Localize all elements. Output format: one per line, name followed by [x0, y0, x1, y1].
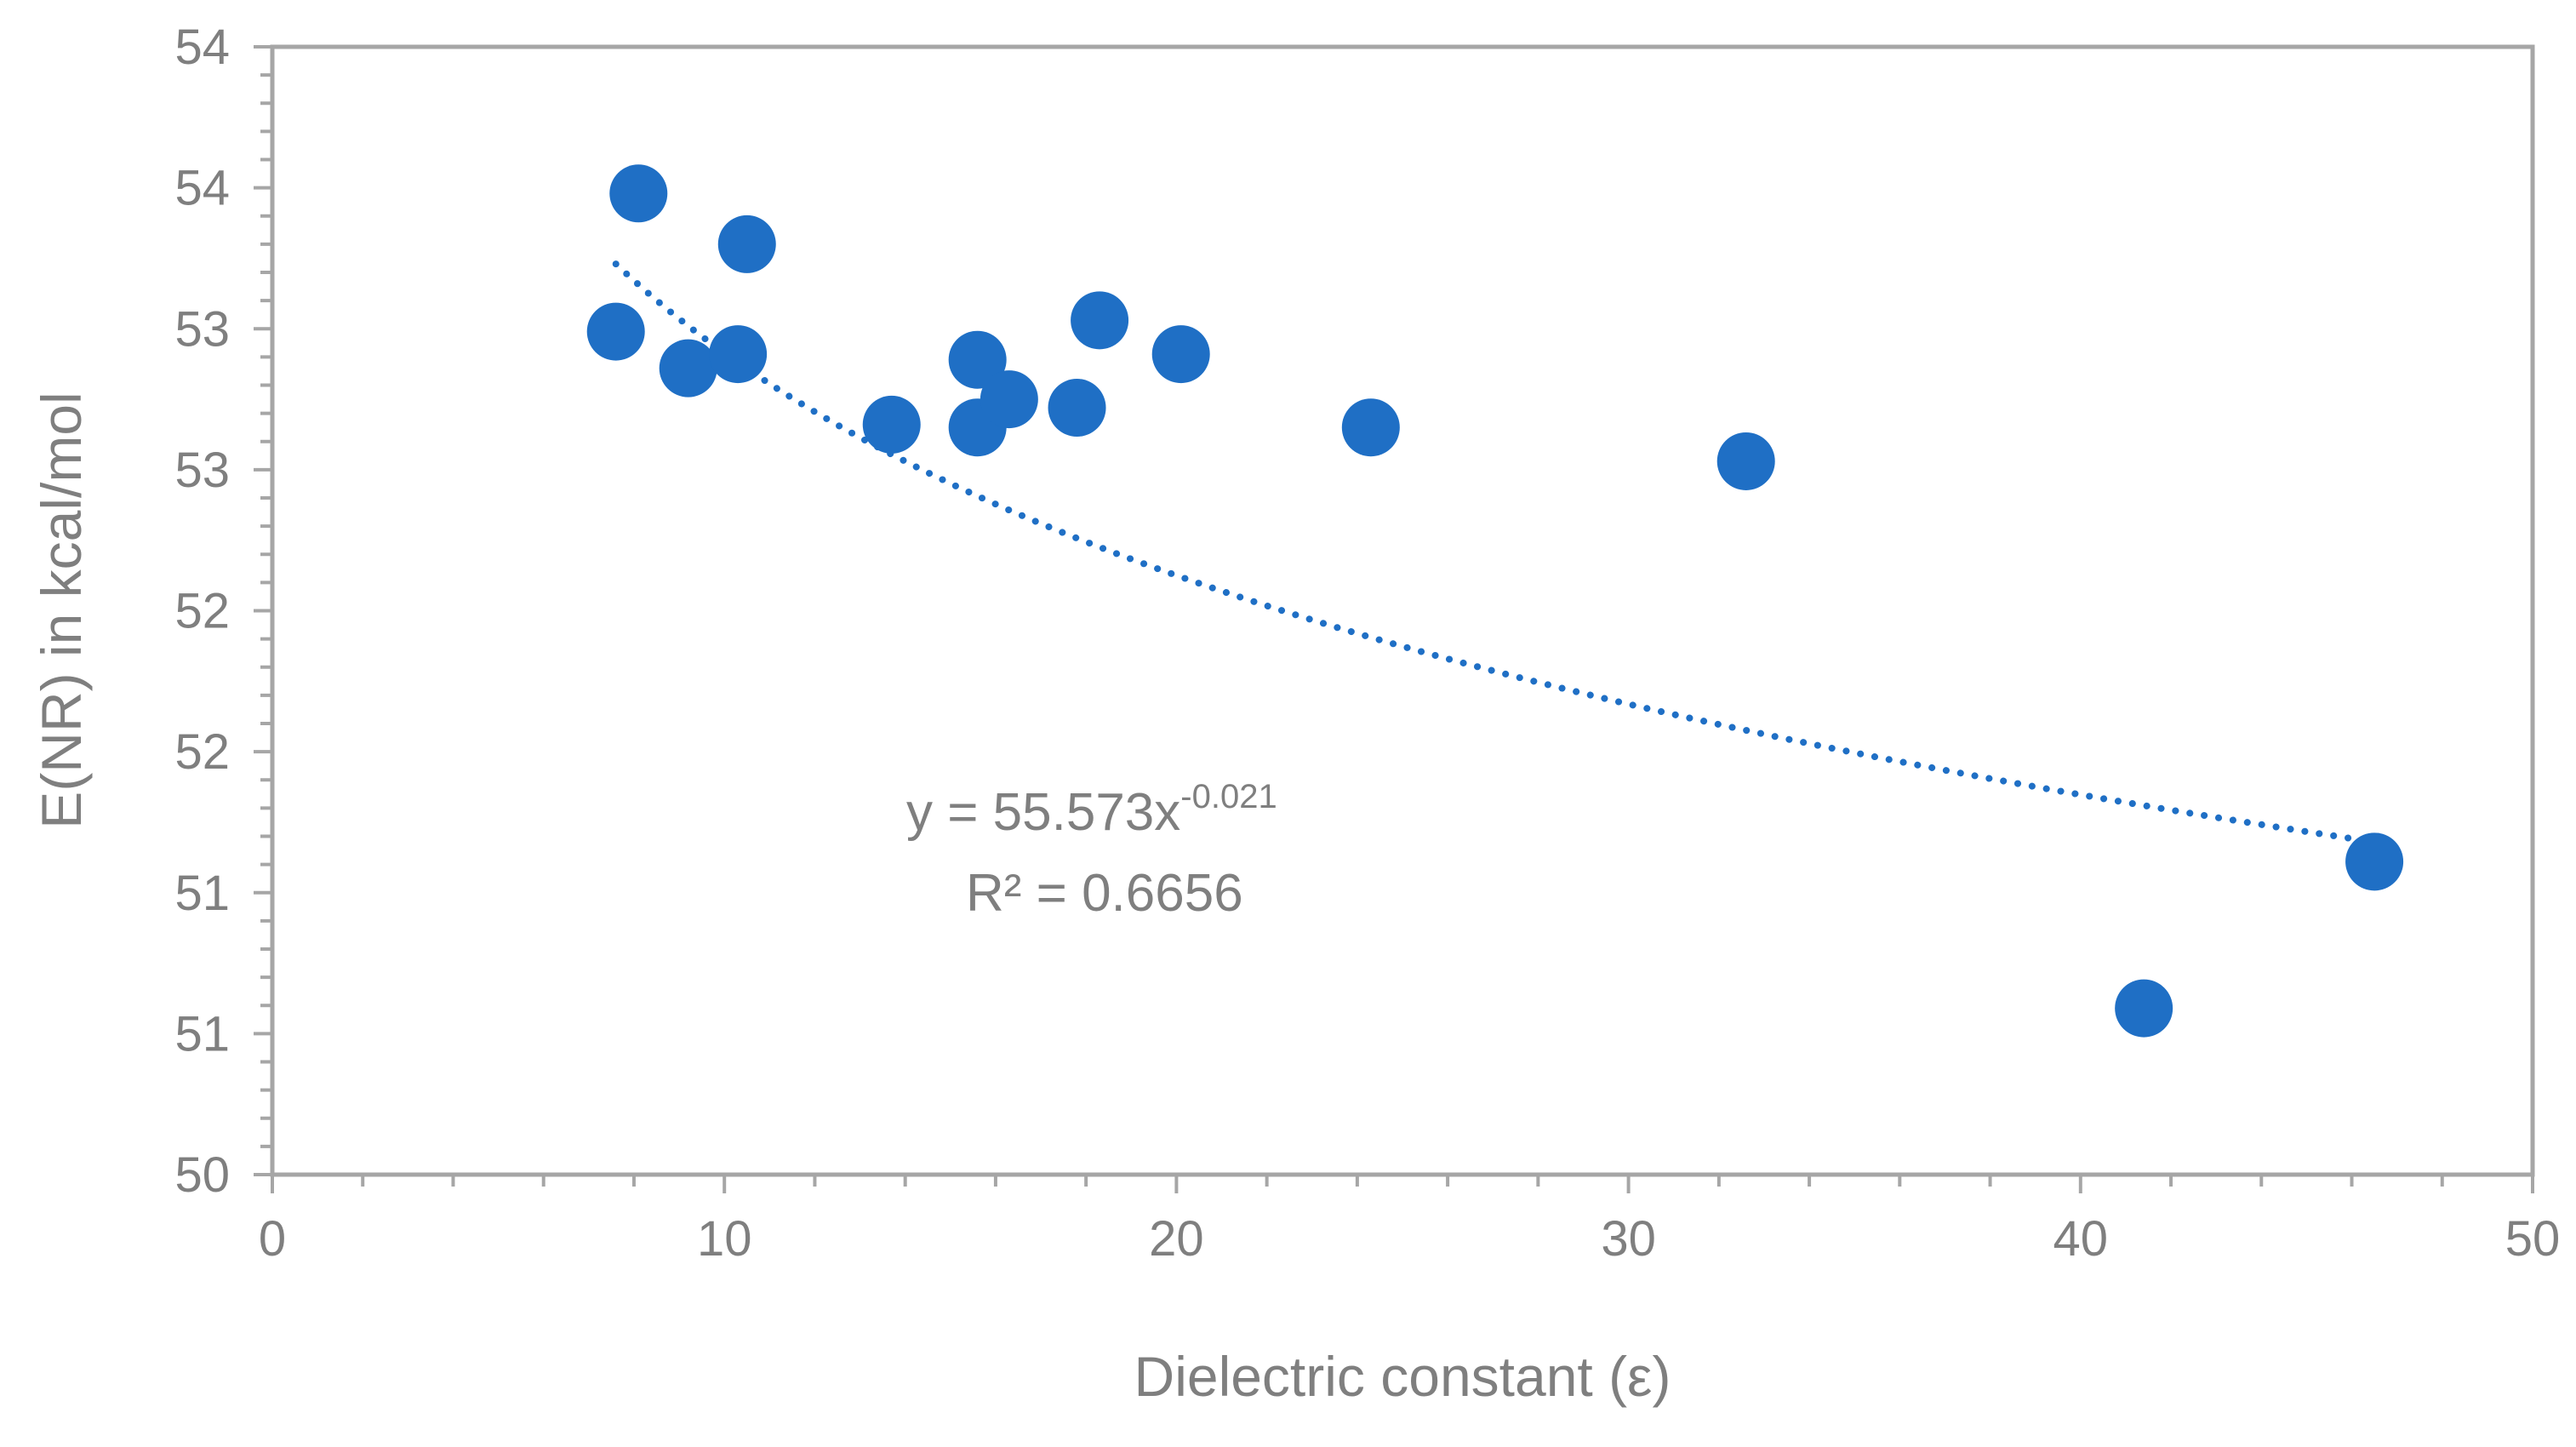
data-point: [948, 330, 1007, 389]
x-tick-label: 30: [1601, 1211, 1656, 1267]
data-point: [2345, 832, 2404, 891]
data-point: [609, 164, 668, 223]
plot-area: [270, 44, 2535, 1177]
y-tick-label: 53: [174, 443, 230, 498]
x-tick-label: 20: [1149, 1211, 1204, 1267]
x-tick-label: 50: [2505, 1211, 2561, 1267]
y-tick-label: 51: [174, 1006, 230, 1061]
x-axis-title: Dielectric constant (ε): [1134, 1345, 1671, 1408]
equation-exponent: -0.021: [1180, 778, 1277, 815]
trendline-equation: y = 55.573x-0.021: [906, 778, 1277, 842]
data-point: [1048, 379, 1106, 437]
x-tick-label: 40: [2053, 1211, 2109, 1267]
r-squared-label: R² = 0.6656: [966, 864, 1243, 923]
data-point: [1071, 291, 1129, 350]
y-tick-label: 51: [174, 866, 230, 921]
y-tick-label: 52: [174, 584, 230, 639]
data-point: [659, 339, 717, 397]
data-point: [2115, 979, 2173, 1038]
y-axis-title: E(NR) in kcal/mol: [30, 392, 93, 828]
y-tick-label: 54: [174, 20, 230, 75]
data-point: [1341, 398, 1400, 457]
equation-base: y = 55.573x: [906, 783, 1180, 842]
data-point: [1151, 325, 1210, 384]
y-tick-label: 52: [174, 724, 230, 780]
data-point: [717, 214, 776, 273]
y-tick-label: 50: [174, 1147, 230, 1203]
y-tick-label: 54: [174, 161, 230, 216]
data-point: [1716, 432, 1775, 490]
x-tick-label: 0: [259, 1211, 286, 1267]
x-tick-label: 10: [697, 1211, 752, 1267]
data-point: [709, 325, 768, 384]
data-point: [586, 302, 645, 361]
data-point: [862, 395, 921, 454]
y-tick-label: 53: [174, 301, 230, 357]
data-point: [980, 370, 1038, 429]
